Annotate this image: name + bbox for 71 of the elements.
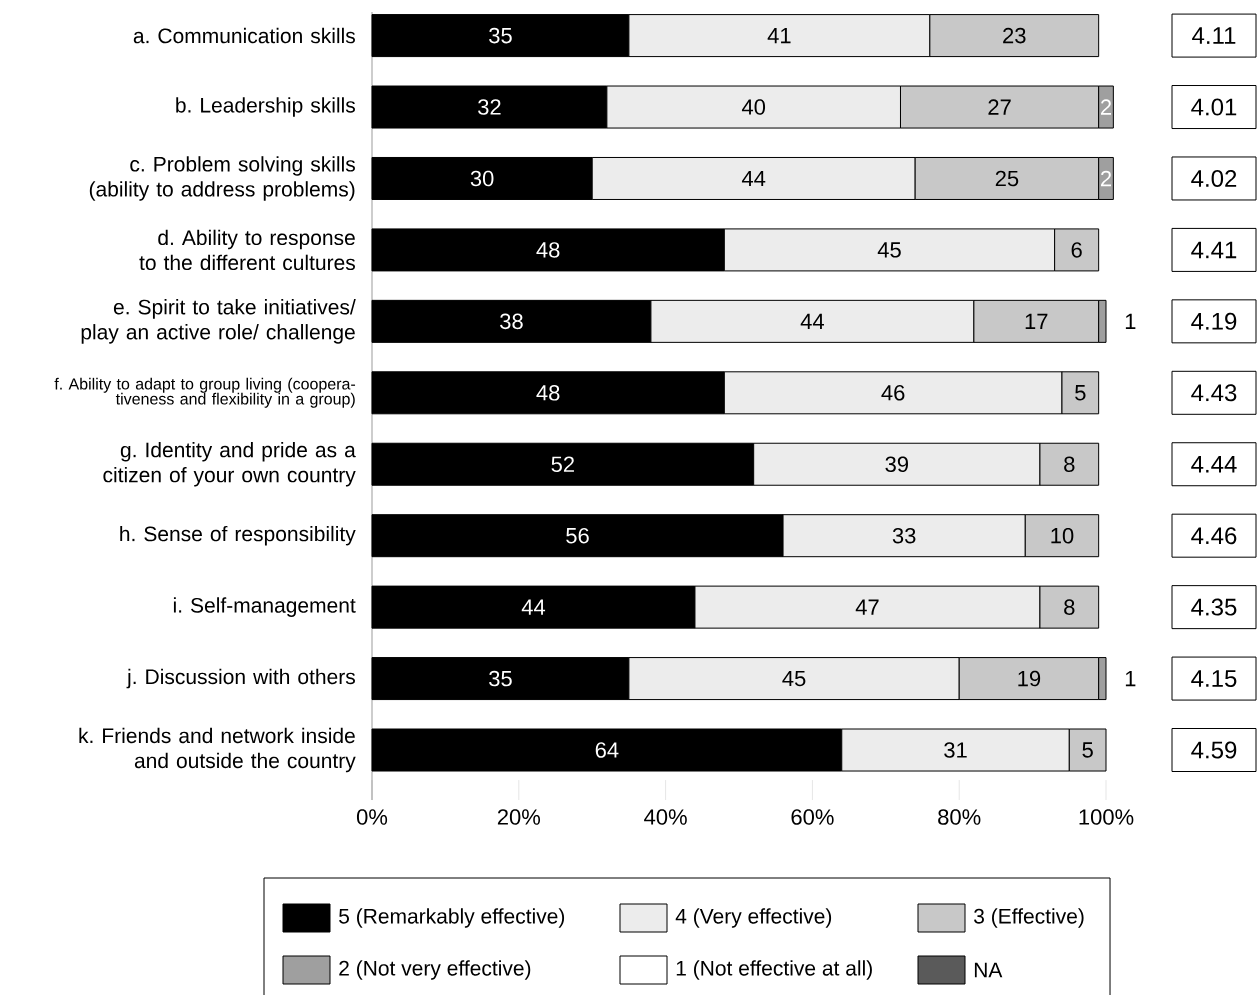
data-label: 45 <box>877 242 901 258</box>
data-label: 39 <box>885 456 908 473</box>
x-tick-label: 40% <box>644 809 687 825</box>
data-label: 27 <box>988 99 1011 115</box>
data-label: 5 <box>1075 385 1086 401</box>
y-tick-label: d. Ability to response to the different cultures <box>139 229 355 271</box>
y-tick-label: i. Self-management <box>173 597 356 617</box>
legend-label: 1 (Not effective at all) <box>676 960 872 980</box>
legend-label: 4 (Very effective) <box>675 908 832 928</box>
text: 4.35 <box>1191 598 1237 616</box>
data-label: 40 <box>741 99 766 115</box>
y-tick-label: e. Spirit to take initiatives/ play an active role/ challenge <box>81 299 356 344</box>
data-label: 44 <box>521 599 546 615</box>
data-label: 33 <box>892 527 916 544</box>
y-tick-label: k. Friends and network inside and outside the country <box>79 727 356 773</box>
text: 4.46 <box>1191 527 1237 545</box>
data-label: 48 <box>536 385 560 401</box>
data-label: 41 <box>767 28 791 44</box>
x-tick-label: 20% <box>497 809 541 825</box>
data-label: 35 <box>489 27 512 44</box>
y-tick-label: h. Sense of responsibility <box>120 525 356 546</box>
y-tick-label: g. Identity and pride as a citizen of your own country <box>103 441 356 487</box>
x-tick-label: 80% <box>938 809 981 825</box>
legend-label: 3 (Effective) <box>974 908 1084 928</box>
data-label: 46 <box>881 385 905 401</box>
data-label: 31 <box>944 742 967 758</box>
data-label: 17 <box>1025 313 1048 329</box>
data-label: 45 <box>782 670 806 687</box>
text: 4.59 <box>1191 741 1237 759</box>
data-label: 48 <box>536 242 560 258</box>
data-label: 52 <box>551 456 574 473</box>
x-tick-label: 0% <box>356 809 388 825</box>
data-label: 56 <box>566 527 589 544</box>
text: 4.41 <box>1191 241 1237 259</box>
data-label: 5 <box>1082 742 1093 758</box>
text: 4.11 <box>1192 27 1236 44</box>
data-label: 64 <box>595 742 619 758</box>
data-label: 38 <box>500 313 523 330</box>
text: 4.44 <box>1191 455 1237 473</box>
data-label: 30 <box>470 170 494 187</box>
legend-label: 2 (Not very effective) <box>339 960 531 980</box>
data-label: 2 <box>1101 99 1112 115</box>
data-label: 23 <box>1003 27 1026 44</box>
data-label: 32 <box>478 99 501 115</box>
y-tick-label: c. Problem solving skills (ability to address problems) <box>89 156 355 201</box>
data-label: 19 <box>1018 670 1041 687</box>
y-tick-label: a. Communication skills <box>133 27 355 44</box>
data-label: 8 <box>1064 456 1075 473</box>
data-label: 1 <box>1125 313 1136 329</box>
text: 4.02 <box>1191 169 1237 187</box>
text: 4.01 <box>1191 98 1237 116</box>
data-label: 10 <box>1051 527 1074 544</box>
y-tick-label: b. Leadership skills <box>176 97 355 117</box>
legend-label: 5 (Remarkably effective) <box>339 908 565 928</box>
x-tick-label: 60% <box>791 809 834 825</box>
data-label: 25 <box>995 170 1019 187</box>
data-label: 2 <box>1101 170 1112 187</box>
data-label: 1 <box>1125 671 1136 687</box>
legend-label: NA <box>974 962 1003 978</box>
text: 4.43 <box>1191 384 1237 402</box>
text: 4.19 <box>1191 312 1237 330</box>
data-label: 35 <box>489 670 512 687</box>
y-tick-label: j. Discussion with others <box>126 668 355 689</box>
data-label: 47 <box>855 599 879 615</box>
data-label: 44 <box>741 170 766 187</box>
x-tick-label: 100% <box>1079 809 1134 825</box>
y-tick-label: f. Ability to adapt to group living (coopera-tiveness and flexibility in a group) <box>54 377 356 408</box>
data-label: 44 <box>800 313 824 329</box>
data-label: 8 <box>1064 599 1075 615</box>
data-label: 6 <box>1071 242 1082 258</box>
text: 4.15 <box>1191 670 1237 687</box>
